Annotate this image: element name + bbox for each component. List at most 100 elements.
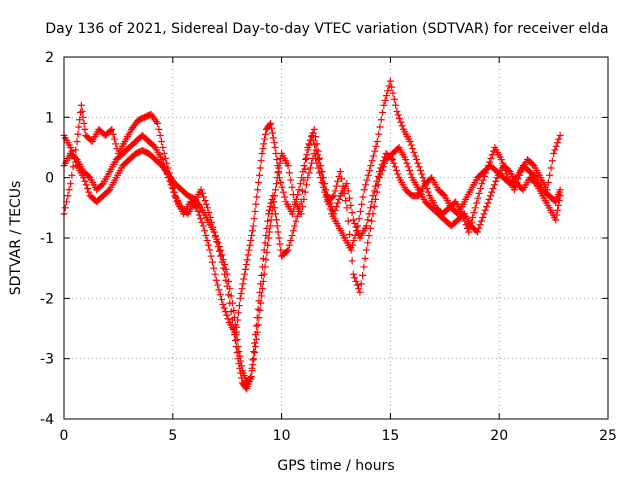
data-point <box>261 239 269 247</box>
data-point <box>332 203 340 211</box>
data-point <box>322 186 330 194</box>
data-point <box>378 160 386 168</box>
data-point <box>261 130 269 138</box>
data-point <box>255 178 263 186</box>
x-axis: 0 5 10 15 20 25 <box>60 57 617 444</box>
data-point <box>82 181 90 189</box>
data-point <box>343 204 351 212</box>
data-point <box>377 164 385 172</box>
data-point <box>79 113 87 121</box>
data-point <box>75 123 83 131</box>
data-point <box>251 343 259 351</box>
data-point <box>291 222 299 230</box>
data-point <box>110 135 118 143</box>
data-point <box>361 255 369 263</box>
data-point <box>251 207 259 215</box>
data-series <box>60 77 564 393</box>
data-point <box>206 213 214 221</box>
data-point <box>331 206 339 214</box>
data-point <box>237 290 245 298</box>
data-point <box>358 200 366 208</box>
data-point <box>285 169 293 177</box>
data-point <box>208 218 216 226</box>
data-point <box>382 92 390 100</box>
data-point <box>72 154 80 162</box>
data-point <box>255 297 263 305</box>
data-point <box>237 369 245 377</box>
data-point <box>345 230 353 238</box>
data-point <box>347 244 355 252</box>
data-point <box>462 221 470 229</box>
data-point <box>247 236 255 244</box>
data-point <box>306 164 314 172</box>
data-point <box>109 130 117 138</box>
data-point <box>261 135 269 143</box>
data-point <box>278 183 286 191</box>
series-trace-C <box>60 125 564 393</box>
data-point <box>234 355 242 363</box>
data-point <box>248 227 256 235</box>
data-point <box>246 241 254 249</box>
data-point <box>244 251 252 259</box>
data-point <box>376 168 384 176</box>
data-point <box>215 286 223 294</box>
data-point <box>386 77 394 85</box>
data-point <box>241 265 249 273</box>
data-point <box>104 187 112 195</box>
data-point <box>159 144 167 151</box>
data-point <box>362 222 370 230</box>
data-point <box>505 166 513 174</box>
data-point <box>259 145 267 153</box>
data-point <box>226 299 234 307</box>
data-point <box>344 187 352 195</box>
data-point <box>277 178 285 186</box>
data-point <box>364 239 372 247</box>
data-point <box>370 203 378 211</box>
data-point <box>477 217 485 225</box>
data-point <box>556 131 564 139</box>
data-point <box>357 280 365 288</box>
data-point <box>300 176 308 184</box>
data-point <box>485 195 493 203</box>
data-point <box>260 246 268 254</box>
data-point <box>167 181 175 189</box>
data-point <box>238 285 246 293</box>
data-point <box>295 186 303 194</box>
data-point <box>552 142 560 150</box>
data-point <box>259 255 267 263</box>
data-point <box>159 159 167 167</box>
data-point <box>166 177 174 185</box>
data-point <box>309 129 317 137</box>
data-point <box>198 218 206 226</box>
data-point <box>295 207 303 215</box>
data-point <box>553 211 561 219</box>
data-point <box>208 258 216 266</box>
data-point <box>284 246 292 254</box>
data-point <box>274 228 282 236</box>
data-point <box>415 163 423 171</box>
data-point <box>418 170 426 178</box>
data-point <box>267 119 275 127</box>
data-point <box>251 339 259 347</box>
data-point <box>251 349 259 357</box>
data-point <box>283 247 291 255</box>
data-point <box>164 174 172 182</box>
data-point <box>250 347 258 355</box>
data-point <box>343 180 351 188</box>
data-point <box>492 177 500 185</box>
data-point <box>402 156 410 164</box>
data-point <box>511 175 519 183</box>
data-point <box>213 238 221 246</box>
data-point <box>342 197 350 205</box>
data-point <box>217 246 225 254</box>
data-point <box>331 187 339 195</box>
data-point <box>300 162 308 170</box>
data-point <box>78 107 86 115</box>
data-point <box>364 171 372 179</box>
data-point <box>369 192 377 200</box>
data-point <box>552 216 560 224</box>
data-point <box>281 193 289 201</box>
data-point <box>473 228 481 236</box>
data-point <box>488 151 496 159</box>
data-point <box>258 271 266 279</box>
